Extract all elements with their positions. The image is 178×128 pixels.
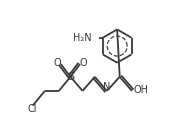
Text: Cl: Cl bbox=[27, 104, 37, 114]
Text: OH: OH bbox=[133, 85, 148, 95]
Text: H₂N: H₂N bbox=[73, 33, 91, 43]
Text: S: S bbox=[67, 72, 74, 82]
Text: O: O bbox=[54, 58, 61, 68]
Text: N: N bbox=[103, 82, 111, 92]
Text: O: O bbox=[79, 58, 87, 68]
